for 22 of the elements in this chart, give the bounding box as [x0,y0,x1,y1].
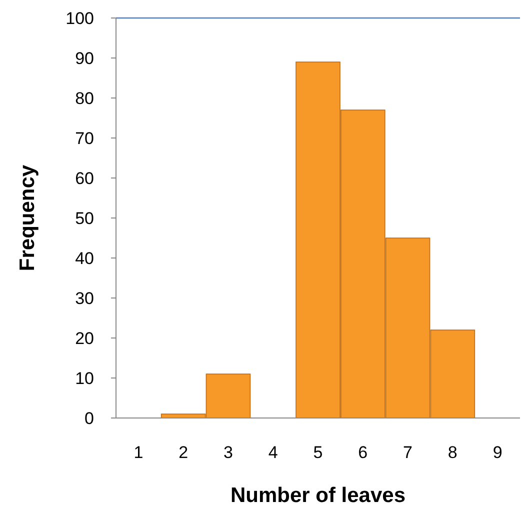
y-tick-label: 40 [75,248,94,268]
y-tick-label: 30 [75,288,94,308]
x-tick-label: 7 [403,443,413,462]
y-tick-label: 20 [75,328,94,348]
x-tick-label: 8 [448,443,458,462]
y-tick-label: 90 [75,48,94,68]
y-tick-label: 70 [75,128,94,148]
x-tick-label: 9 [492,443,502,462]
x-tick-label: 2 [178,443,188,462]
x-tick-label: 4 [268,443,278,462]
x-tick-label: 3 [223,443,233,462]
y-axis-title: Frequency [16,164,39,272]
y-tick-label: 80 [75,88,94,108]
y-tick-label: 60 [75,168,94,188]
y-tick-label: 10 [75,368,94,388]
y-tick-label: 0 [84,408,94,428]
y-tick-label: 50 [75,208,94,228]
x-tick-label: 6 [358,443,368,462]
x-axis-title: Number of leaves [230,484,406,507]
x-tick-label: 1 [134,443,144,462]
x-tick-label: 5 [313,443,323,462]
y-tick-label: 100 [66,8,94,28]
